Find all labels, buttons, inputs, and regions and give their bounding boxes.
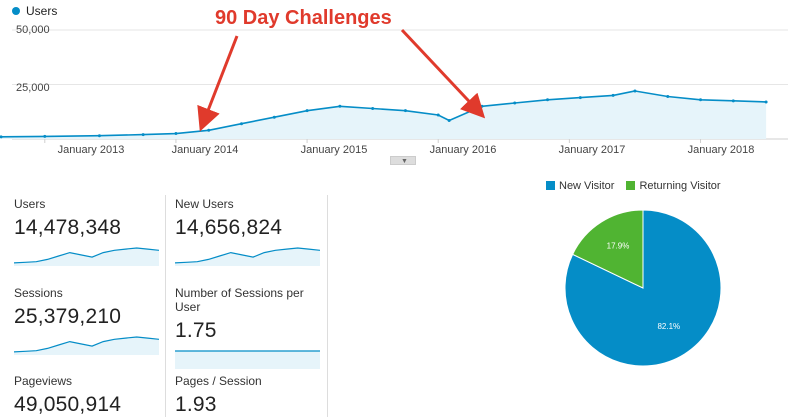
users-data-point[interactable] (240, 122, 244, 126)
users-data-point[interactable] (43, 134, 47, 138)
users-data-point[interactable] (272, 115, 276, 119)
sparkline-fill (14, 337, 159, 355)
pie-legend-item-returning[interactable]: Returning Visitor (626, 180, 721, 192)
metric-sessions[interactable]: Sessions 25,379,210 (14, 286, 159, 355)
y-tick-50000: 50,000 (16, 24, 50, 36)
metric-value: 49,050,914 (14, 393, 122, 416)
metric-pages-per-session[interactable]: Pages / Session 1.93 (175, 374, 320, 417)
pie-legend-label: Returning Visitor (639, 180, 721, 192)
annotation-arrow-2016 (400, 28, 486, 119)
annotation-arrow-2014 (197, 35, 239, 132)
users-data-point[interactable] (338, 104, 342, 108)
metric-label: Pages / Session (175, 374, 262, 388)
metric-value: 1.75 (175, 319, 217, 342)
chart-legend[interactable]: Users (12, 4, 57, 18)
new-visitor-swatch-icon (546, 181, 555, 190)
x-tick-2018: January 2018 (687, 144, 755, 156)
metric-value: 14,656,824 (175, 216, 283, 239)
users-data-point[interactable] (436, 113, 440, 117)
users-data-point[interactable] (0, 135, 3, 139)
x-tick-2017: January 2017 (558, 144, 626, 156)
users-over-time-chart (0, 28, 788, 143)
users-data-point[interactable] (611, 93, 615, 97)
users-data-point[interactable] (633, 89, 637, 93)
metric-value: 14,478,348 (14, 216, 122, 239)
users-data-point[interactable] (731, 99, 735, 103)
metric-new-users[interactable]: New Users 14,656,824 (175, 197, 320, 266)
users-data-point[interactable] (97, 134, 101, 138)
users-data-point[interactable] (174, 132, 178, 136)
users-data-point[interactable] (371, 106, 375, 110)
metric-label: New Users (175, 197, 234, 211)
legend-label: Users (26, 4, 58, 18)
metric-sparkline (175, 247, 320, 266)
pie-legend-label: New Visitor (559, 180, 615, 192)
pie-slice-label: 82.1% (657, 322, 680, 331)
chart-annotation: 90 Day Challenges (215, 7, 392, 29)
metric-label: Number of Sessions per User (175, 286, 304, 314)
sparkline-line (14, 247, 159, 264)
metric-users[interactable]: Users 14,478,348 (14, 197, 159, 266)
metric-label: Pageviews (14, 374, 73, 388)
x-tick-2014: January 2014 (171, 144, 239, 156)
metric-pageviews[interactable]: Pageviews 49,050,914 (14, 374, 159, 417)
pie-legend: New Visitor Returning Visitor (546, 180, 721, 192)
metric-divider (165, 195, 166, 417)
sparkline-fill (14, 248, 159, 266)
metric-sparkline (175, 350, 320, 369)
sparkline-fill (175, 248, 320, 266)
sparkline-fill (175, 351, 320, 369)
x-tick-2013: January 2013 (57, 144, 125, 156)
users-data-point[interactable] (546, 98, 550, 102)
metric-sparkline (14, 247, 159, 266)
users-data-point[interactable] (513, 101, 517, 105)
visitor-type-pie-chart: 82.1% 17.9% (564, 209, 722, 367)
collapse-chart-toggle[interactable]: ▼ (390, 156, 416, 165)
sparkline-line (14, 336, 159, 353)
metric-sparkline (14, 336, 159, 355)
x-tick-2015: January 2015 (300, 144, 368, 156)
metric-divider (327, 195, 328, 417)
users-series-line (1, 90, 767, 138)
users-data-point[interactable] (480, 104, 484, 108)
users-data-point[interactable] (666, 94, 670, 98)
users-series-dot-icon (12, 7, 20, 15)
users-data-point[interactable] (141, 133, 145, 137)
metric-value: 1.93 (175, 393, 217, 416)
users-data-point[interactable] (207, 128, 211, 132)
metric-label: Sessions (14, 286, 63, 300)
users-data-point[interactable] (305, 109, 309, 113)
metric-sessions-per-user[interactable]: Number of Sessions per User 1.75 (175, 286, 320, 369)
users-data-point[interactable] (699, 98, 703, 102)
sparkline-line (175, 247, 320, 264)
returning-visitor-swatch-icon (626, 181, 636, 190)
metric-value: 25,379,210 (14, 305, 122, 328)
y-tick-25000: 25,000 (16, 82, 50, 94)
pie-legend-item-new[interactable]: New Visitor (546, 180, 614, 192)
users-data-point[interactable] (578, 96, 582, 100)
pie-slice-returning-visitor[interactable] (571, 209, 644, 289)
users-data-point[interactable] (764, 100, 768, 104)
x-tick-2016: January 2016 (429, 144, 497, 156)
users-data-point[interactable] (447, 118, 451, 122)
users-area-fill (1, 91, 767, 139)
pie-slice-new-visitor[interactable] (564, 209, 722, 367)
chevron-down-icon: ▼ (401, 158, 408, 165)
pie-slice-label: 17.9% (607, 241, 630, 250)
metric-label: Users (14, 197, 46, 211)
users-data-point[interactable] (403, 109, 407, 113)
